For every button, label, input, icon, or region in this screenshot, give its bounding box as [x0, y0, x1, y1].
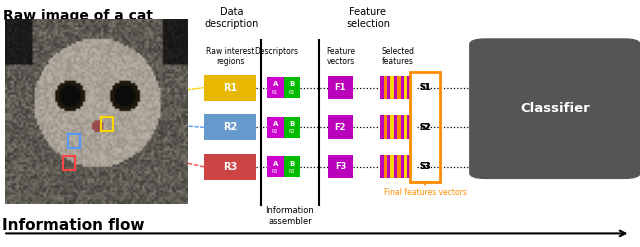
Bar — [408, 155, 411, 178]
Text: R1: R1 — [223, 83, 237, 93]
Bar — [404, 155, 408, 178]
Text: Feature
vectors: Feature vectors — [326, 47, 355, 66]
Text: R3: R3 — [223, 162, 237, 172]
Text: S1: S1 — [419, 83, 431, 92]
Text: A: A — [273, 161, 278, 166]
Text: Information
assembler: Information assembler — [266, 206, 314, 226]
Text: S3: S3 — [419, 162, 431, 171]
Text: R1: R1 — [289, 90, 295, 95]
Bar — [267, 77, 284, 98]
Text: S3: S3 — [420, 162, 430, 171]
Bar — [267, 117, 284, 138]
Bar — [380, 116, 383, 139]
Text: R3: R3 — [289, 169, 295, 174]
Bar — [68, 134, 80, 148]
Text: Raw interest
regions: Raw interest regions — [206, 47, 255, 66]
Text: R3: R3 — [272, 169, 278, 174]
Bar — [390, 155, 394, 178]
Bar — [390, 116, 394, 139]
Bar — [401, 116, 404, 139]
Bar — [397, 155, 401, 178]
Text: B: B — [289, 82, 294, 87]
Bar — [387, 116, 390, 139]
Text: Descriptors: Descriptors — [255, 47, 298, 56]
Bar — [383, 76, 387, 99]
Bar — [63, 156, 76, 169]
Bar — [390, 76, 394, 99]
Bar — [284, 77, 300, 98]
Bar — [394, 76, 397, 99]
Text: R1: R1 — [272, 90, 278, 95]
Text: Final features vectors: Final features vectors — [383, 188, 467, 197]
Bar — [204, 154, 256, 180]
Bar — [328, 116, 353, 139]
Bar — [328, 155, 353, 178]
Text: F1: F1 — [335, 83, 346, 92]
Bar — [204, 114, 256, 140]
Bar — [383, 116, 387, 139]
Bar — [204, 75, 256, 101]
Text: S1: S1 — [420, 83, 430, 92]
Text: R2: R2 — [223, 122, 237, 132]
Bar — [401, 155, 404, 178]
Text: Feature
selection: Feature selection — [346, 7, 390, 29]
Text: F3: F3 — [335, 162, 346, 171]
Text: Classifier: Classifier — [520, 102, 589, 115]
Bar — [397, 76, 401, 99]
Bar — [401, 76, 404, 99]
Bar — [404, 116, 408, 139]
Bar — [328, 76, 353, 99]
Bar — [284, 117, 300, 138]
Bar — [397, 116, 401, 139]
Bar — [394, 116, 397, 139]
Text: B: B — [289, 161, 294, 166]
Bar — [408, 76, 411, 99]
Bar — [387, 155, 390, 178]
Bar — [387, 76, 390, 99]
Text: A: A — [273, 82, 278, 87]
Text: B: B — [289, 121, 294, 127]
Text: S2: S2 — [419, 123, 431, 132]
Bar — [383, 155, 387, 178]
Bar — [408, 116, 411, 139]
Bar — [404, 76, 408, 99]
Bar — [380, 76, 383, 99]
Text: R2: R2 — [289, 129, 295, 134]
Text: Selected
features: Selected features — [381, 47, 415, 66]
Bar — [267, 156, 284, 177]
FancyBboxPatch shape — [469, 38, 640, 179]
Bar — [380, 155, 383, 178]
Bar — [394, 155, 397, 178]
Text: Data
description: Data description — [205, 7, 259, 29]
Text: S2: S2 — [420, 123, 430, 132]
Text: F2: F2 — [335, 123, 346, 132]
Text: A: A — [273, 121, 278, 127]
Text: Information flow: Information flow — [2, 218, 145, 233]
Bar — [101, 117, 113, 131]
Text: Raw image of a cat: Raw image of a cat — [3, 9, 153, 23]
Text: R2: R2 — [272, 129, 278, 134]
Bar — [284, 156, 300, 177]
